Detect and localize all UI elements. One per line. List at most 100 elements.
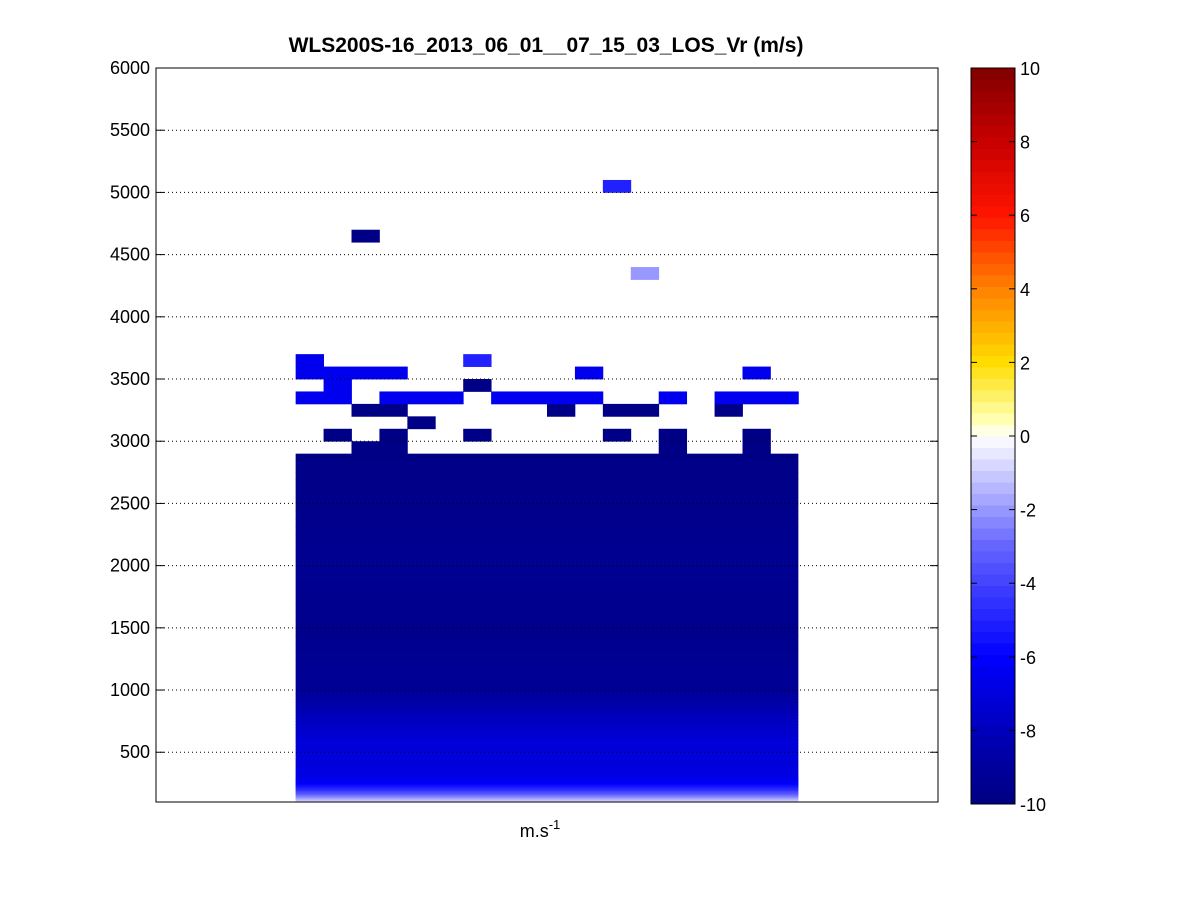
bulk-profile-band (295, 788, 799, 791)
heatmap-cell (295, 391, 324, 405)
bulk-profile-band (295, 511, 799, 520)
heatmap-cell (379, 366, 408, 380)
colorbar-tick-label: 2 (1020, 353, 1030, 373)
heatmap-cell (351, 403, 380, 417)
colorbar-band (971, 735, 1015, 747)
bulk-profile-band (295, 770, 799, 774)
colorbar-band (971, 551, 1015, 563)
bulk-profile-band (295, 693, 799, 697)
bulk-profile-band (295, 658, 799, 668)
colorbar-band (971, 493, 1015, 506)
heatmap-cell (435, 391, 464, 405)
y-tick-label: 6000 (110, 58, 150, 78)
bulk-profile-band (295, 764, 799, 767)
colorbar-band (971, 148, 1015, 161)
colorbar-band (971, 114, 1015, 126)
heatmap-cell (742, 366, 771, 380)
heatmap-cell (323, 391, 352, 405)
bulk-profile-band (295, 696, 799, 700)
bulk-profile-band (295, 557, 799, 567)
heatmap-cell (491, 391, 520, 405)
colorbar-band (971, 137, 1015, 149)
bulk-profile-band (295, 721, 799, 725)
bulk-profile-band (295, 796, 799, 798)
bulk-profile-band (295, 799, 799, 802)
bulk-profile-band (295, 779, 799, 781)
x-axis-label-base: m.s (520, 821, 549, 841)
colorbar-tick-label: 8 (1020, 133, 1030, 153)
colorbar-band (971, 240, 1015, 253)
y-tick-label: 4500 (110, 245, 150, 265)
colorbar-band (971, 608, 1015, 621)
bulk-profile-band (295, 705, 799, 710)
colorbar-band (971, 68, 1015, 80)
bulk-profile-band (295, 620, 799, 629)
bulk-profile-band (295, 792, 799, 795)
colorbar-band (971, 746, 1015, 759)
colorbar-band (971, 470, 1015, 483)
bulk-profile-band (295, 466, 799, 473)
colorbar-band (971, 643, 1015, 655)
bulk-profile-band (295, 733, 799, 738)
colorbar-tick-label: -2 (1020, 501, 1036, 521)
bulk-profile-band (295, 783, 799, 785)
colorbar-band (971, 286, 1015, 299)
heatmap-cell (463, 379, 492, 392)
y-tick-label: 3000 (110, 431, 150, 451)
x-axis-label-exponent: -1 (549, 817, 561, 832)
colorbar-band (971, 125, 1015, 138)
bulk-profile-band (295, 459, 799, 467)
colorbar-band (971, 700, 1015, 713)
colorbar-tick-label: -6 (1020, 648, 1036, 668)
bulk-profile-band (295, 730, 799, 735)
heatmap-cell (407, 391, 436, 405)
colorbar-band (971, 206, 1015, 218)
bulk-profile-band (295, 651, 799, 660)
colorbar-band (971, 436, 1015, 448)
bulk-profile-band (295, 766, 799, 769)
bulk-profile-band (295, 798, 799, 801)
colorbar-band (971, 102, 1015, 115)
y-axis: 500 1000 1500 2000 2500 3000 3500 4000 4500 5000 5… (110, 58, 939, 803)
bulk-profile-band (295, 797, 799, 799)
heatmap-cell (658, 391, 688, 405)
bulk-profile-band (295, 542, 799, 551)
colorbar-band (971, 654, 1015, 667)
colorbar-band (971, 332, 1015, 345)
bulk-profile-band (295, 708, 799, 713)
x-axis-label: m.s-1 (520, 817, 561, 841)
colorbar-tick-label: -10 (1020, 795, 1046, 815)
colorbar: -10 -8 -6 -4 -2 0 2 4 6 8 10 (970, 59, 1046, 815)
bulk-profile-band (295, 718, 799, 722)
bulk-profile-band (295, 774, 799, 777)
bulk-profile-band (295, 772, 799, 775)
bulk-profile-band (295, 793, 799, 795)
colorbar-tick-label: 4 (1020, 280, 1030, 300)
bulk-profile-band (295, 612, 799, 621)
bulk-profile-band (295, 781, 799, 783)
colorbar-band (971, 217, 1015, 230)
colorbar-tick-label: 0 (1020, 427, 1030, 447)
heatmap-cell (714, 391, 743, 405)
bulk-profile-band (295, 739, 799, 744)
bulk-profile-band (295, 736, 799, 741)
colorbar-band (971, 562, 1015, 575)
bulk-profile-band (295, 497, 799, 505)
bulk-profile-band (295, 791, 799, 794)
colorbar-band (971, 355, 1015, 368)
heatmap-cell (463, 428, 492, 442)
colorbar-tick-label: -4 (1020, 574, 1036, 594)
colorbar-band (971, 367, 1015, 379)
y-tick-label: 2500 (110, 493, 150, 513)
colorbar-band (971, 539, 1015, 552)
colorbar-band (971, 390, 1015, 402)
bulk-profile-band (295, 784, 799, 786)
bulk-profile-band (295, 790, 799, 792)
colorbar-band (971, 482, 1015, 494)
colorbar-band (971, 585, 1015, 598)
heatmap-cell (323, 428, 352, 442)
colorbar-band (971, 321, 1015, 333)
bulk-profile-band (295, 588, 799, 598)
heatmap-cell (630, 403, 660, 417)
